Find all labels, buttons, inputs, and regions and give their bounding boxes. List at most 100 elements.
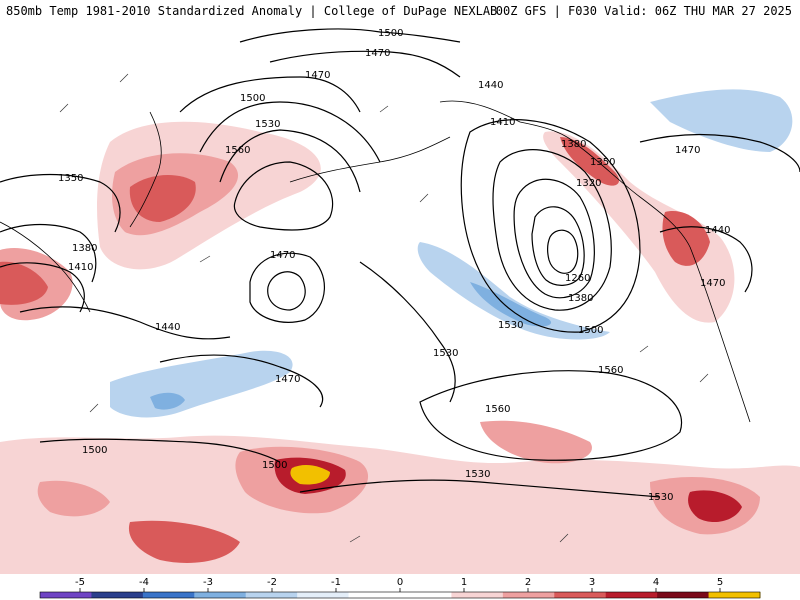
colorbar-swatch (554, 592, 607, 598)
contour-label: 1530 (465, 469, 490, 480)
cold-region-gulf-trough (417, 242, 610, 340)
coastline-bc-coast (689, 246, 751, 423)
contour-1410-west (0, 262, 85, 313)
contour-1470-closed-low (249, 252, 325, 323)
contour-label: 1530 (498, 320, 523, 331)
coastlines (0, 100, 751, 423)
contour-label: 1440 (155, 322, 180, 333)
height-contours (0, 28, 800, 498)
cold-region-canada (650, 89, 793, 152)
contour-label: 1530 (433, 348, 458, 359)
colorbar-tick-label: 2 (525, 577, 531, 588)
contour-1470-north (269, 50, 461, 78)
contour-label: 1380 (561, 139, 586, 150)
warm-core-aleutian-ridge (129, 175, 196, 222)
contour-1530-central (359, 261, 456, 403)
warm-mid-south-center (128, 520, 240, 563)
colorbar-tick-label: -2 (267, 577, 277, 588)
warm-region-central-pacific (480, 420, 592, 464)
contour-label: 1530 (648, 492, 673, 503)
contour-1500-north (239, 28, 461, 43)
colorbar-outline (39, 591, 761, 599)
wind-barb (89, 403, 99, 413)
contour-label: 1530 (255, 119, 280, 130)
contour-1530-south (299, 479, 661, 498)
contour-1560-aleutian-ridge (233, 161, 334, 231)
colorbar-tick-label: -4 (139, 577, 149, 588)
map-header: 850mb Temp 1981-2010 Standardized Anomal… (0, 0, 800, 22)
colorbar-tick-label: 3 (589, 577, 595, 588)
contour-labels: 1500 1470 1470 1500 1530 1560 1350 1380 … (58, 28, 730, 503)
colorbar-swatch (297, 592, 350, 598)
contour-label: 1260 (565, 273, 590, 284)
warm-mid-gulf-coast (560, 137, 620, 186)
contour-1470-south-west (159, 354, 324, 408)
contour-1320-gulf-low (531, 206, 585, 286)
cold-mid-gulf-trough (470, 282, 552, 327)
coastline-alaska-north (439, 100, 691, 248)
contour-label: 1320 (576, 178, 601, 189)
coastline-kamchatka (129, 111, 162, 228)
colorbar-swatch (451, 592, 504, 598)
contour-1260-gulf-low (547, 229, 579, 274)
contour-1440-gulf-low (492, 149, 612, 311)
colorbar-swatch (194, 592, 247, 598)
colorbar-swatch (502, 592, 555, 598)
colorbar-tick-label: -1 (331, 577, 341, 588)
wind-barb (119, 73, 129, 83)
cold-anomaly-regions (110, 89, 793, 418)
contour-label: 1470 (675, 145, 700, 156)
colorbar-tick-labels: -5 -4 -3 -2 -1 0 1 2 3 4 5 (75, 577, 723, 592)
contour-label: 1500 (262, 460, 287, 471)
contour-1440-west (19, 306, 231, 340)
colorbar-tick-label: 4 (653, 577, 659, 588)
cold-mid-central-west (150, 392, 185, 410)
extreme-warm-patch (290, 465, 330, 485)
colorbar-swatch (605, 592, 658, 598)
wind-barb (199, 255, 211, 263)
contour-label: 1500 (240, 93, 265, 104)
contour-label: 1380 (72, 243, 97, 254)
wind-barb (699, 373, 709, 383)
map-title: 850mb Temp 1981-2010 Standardized Anomal… (6, 4, 498, 18)
contour-label: 1500 (378, 28, 403, 39)
anomaly-colorbar: -5 -4 -3 -2 -1 0 1 2 3 4 5 (0, 574, 800, 600)
colorbar-swatch (708, 592, 761, 598)
contour-label: 1560 (485, 404, 510, 415)
warm-core-southeast (688, 490, 742, 523)
warm-core-west (0, 261, 48, 305)
contour-label: 1350 (590, 157, 615, 168)
wind-barb (349, 535, 361, 543)
colorbar-swatch (348, 592, 401, 598)
wind-barb (419, 193, 429, 203)
contour-label: 1500 (82, 445, 107, 456)
contour-1380-west (0, 223, 97, 283)
contour-1500-gulf-low (460, 119, 641, 333)
colorbar-swatch (657, 592, 710, 598)
contour-label: 1380 (568, 293, 593, 304)
colorbar-tick-label: 1 (461, 577, 467, 588)
wind-barb (379, 105, 389, 113)
wind-barb (559, 533, 569, 543)
anomaly-map: 1500 1470 1470 1500 1530 1560 1350 1380 … (0, 22, 800, 574)
contour-label: 1470 (700, 278, 725, 289)
wind-barb (59, 103, 69, 113)
contour-label: 1440 (705, 225, 730, 236)
contour-label: 1470 (365, 48, 390, 59)
warm-mid-bc-coast (662, 211, 710, 266)
contour-label: 1470 (275, 374, 300, 385)
colorbar-swatches (39, 591, 761, 599)
contour-1500-aleutian (199, 101, 381, 163)
contour-label: 1560 (598, 365, 623, 376)
contour-1440-closed-low (267, 271, 306, 311)
coastline-asia (0, 221, 91, 313)
model-run-info: 00Z GFS | F030 Valid: 06Z THU MAR 27 202… (495, 4, 792, 18)
warm-anomaly-regions (0, 121, 800, 574)
contour-label: 1410 (490, 117, 515, 128)
wind-barbs (59, 73, 709, 543)
contour-1500-south-west (39, 438, 281, 463)
colorbar-swatch (245, 592, 298, 598)
colorbar-swatch (400, 592, 452, 598)
contour-label: 1560 (225, 145, 250, 156)
contour-label: 1500 (578, 325, 603, 336)
